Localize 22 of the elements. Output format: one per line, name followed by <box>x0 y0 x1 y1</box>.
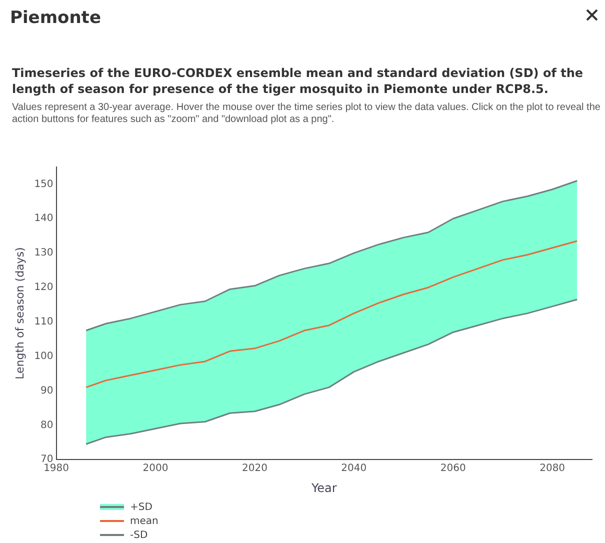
y-tick-label: 150 <box>34 178 54 190</box>
text: Piemonte <box>10 8 101 28</box>
y-tick-label: 80 <box>40 420 54 431</box>
x-tick-label: 2020 <box>242 463 268 474</box>
x-axis-title: Year <box>310 480 337 495</box>
legend-label: mean <box>130 516 158 526</box>
x-tick-label: 2060 <box>440 463 466 474</box>
chart-title: Timeseries of the EURO-CORDEX ensemble mean and standard deviation (SD) of the length of season for presence of the tiger mosquito in Piemonte under RCP8.5. <box>12 65 584 97</box>
y-axis-title: Length of season (days) <box>13 247 26 380</box>
y-tick-label: 140 <box>34 213 54 224</box>
x-tick-label: 2040 <box>341 463 367 474</box>
legend-label: +SD <box>130 502 152 512</box>
chart-subtitle: Values represent a 30-year average. Hover the mouse over the time series plot to view the data values. Click on the plot to reveal the action buttons for features such as "zoom" and "download plot as a png". <box>12 102 602 126</box>
y-tick-label: 110 <box>34 316 54 328</box>
y-tick-label: 100 <box>34 350 54 362</box>
y-tick-label: 130 <box>34 248 54 259</box>
y-tick-label: 90 <box>40 385 54 396</box>
y-tick-label: 120 <box>34 282 54 294</box>
x-tick-label: 1980 <box>44 463 70 474</box>
x-tick-label: 2080 <box>540 463 566 474</box>
x-tick-label: 2000 <box>142 463 168 474</box>
legend-label: -SD <box>130 530 148 540</box>
